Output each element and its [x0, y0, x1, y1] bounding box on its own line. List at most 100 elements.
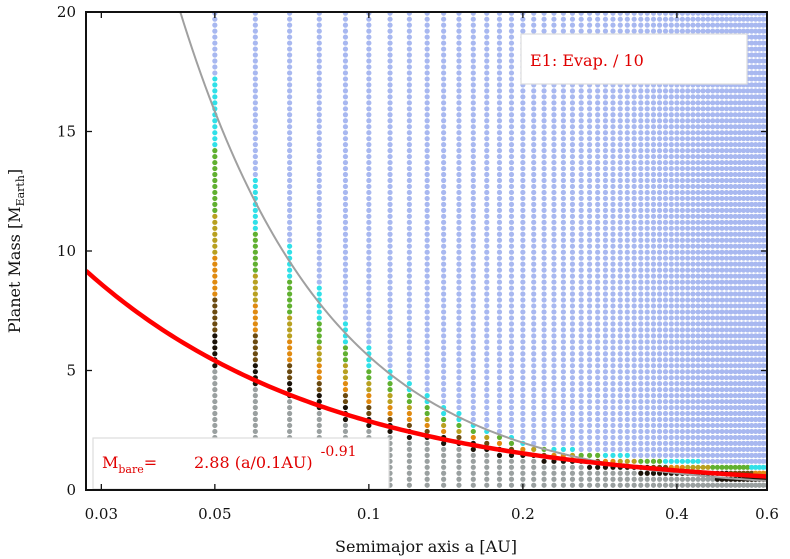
grid-point — [551, 255, 557, 261]
grid-point — [387, 249, 393, 255]
grid-point — [470, 136, 476, 142]
grid-point — [508, 291, 515, 297]
grid-point — [695, 393, 701, 399]
grid-point — [387, 142, 393, 148]
grid-point — [441, 446, 447, 452]
grid-point — [624, 142, 630, 148]
grid-point — [644, 165, 650, 172]
grid-point — [685, 213, 691, 219]
grid-point — [736, 106, 743, 112]
grid-point — [496, 225, 503, 231]
grid-point — [610, 28, 616, 34]
grid-point — [705, 273, 711, 279]
grid-point — [753, 416, 759, 423]
grid-point — [484, 237, 490, 243]
grid-point — [732, 243, 738, 249]
grid-point — [212, 46, 218, 52]
grid-point — [631, 22, 637, 28]
grid-point — [569, 333, 576, 339]
grid-point — [602, 363, 609, 369]
grid-point — [602, 273, 609, 279]
grid-point — [610, 416, 616, 423]
grid-point — [406, 22, 412, 28]
grid-point — [723, 165, 730, 172]
grid-point — [586, 303, 593, 309]
grid-point — [745, 416, 751, 423]
grid-point — [366, 291, 372, 297]
grid-point — [674, 249, 680, 255]
grid-point — [745, 201, 751, 207]
grid-point — [617, 225, 623, 231]
grid-point — [638, 255, 644, 261]
grid-point — [531, 351, 537, 357]
grid-point — [656, 381, 663, 387]
grid-point — [732, 428, 738, 435]
grid-point — [679, 345, 685, 351]
grid-point — [679, 148, 685, 154]
grid-point — [578, 243, 584, 249]
grid-point — [662, 195, 669, 202]
grid-point — [496, 452, 503, 458]
grid-point — [723, 219, 730, 225]
grid-point — [470, 100, 476, 106]
grid-point — [456, 434, 462, 441]
grid-point — [617, 339, 623, 345]
grid-point — [644, 148, 650, 154]
grid-point — [656, 165, 663, 172]
grid-point — [705, 237, 711, 243]
grid-point — [441, 237, 447, 243]
grid-point — [756, 106, 763, 112]
grid-point — [508, 34, 515, 40]
grid-point — [617, 237, 623, 243]
grid-point — [484, 285, 490, 291]
grid-point — [740, 303, 747, 309]
grid-point — [508, 381, 515, 387]
grid-point — [551, 315, 557, 321]
grid-point — [705, 375, 711, 381]
grid-point — [745, 458, 751, 464]
grid-point — [541, 142, 547, 148]
grid-point — [541, 393, 547, 399]
grid-point — [287, 34, 293, 40]
grid-point — [650, 351, 657, 357]
grid-point — [631, 159, 637, 166]
grid-point — [484, 297, 490, 303]
grid-point — [212, 148, 218, 154]
grid-point — [595, 165, 601, 172]
grid-point — [342, 393, 349, 399]
grid-point — [631, 393, 637, 399]
grid-point — [668, 195, 674, 202]
grid-point — [252, 291, 258, 297]
grid-point — [569, 153, 576, 160]
grid-point — [520, 387, 526, 393]
grid-point — [287, 387, 293, 393]
grid-point — [484, 118, 490, 124]
grid-point — [685, 261, 691, 267]
grid-point — [387, 28, 393, 34]
grid-point — [617, 452, 623, 458]
grid-point — [441, 351, 447, 357]
grid-point — [316, 165, 322, 172]
grid-point — [287, 159, 293, 166]
grid-point — [508, 76, 515, 82]
grid-point — [650, 28, 657, 34]
grid-point — [316, 315, 322, 321]
grid-point — [728, 363, 734, 369]
grid-point — [541, 363, 547, 369]
grid-point — [674, 267, 680, 273]
grid-point — [441, 273, 447, 279]
grid-point — [728, 153, 734, 160]
grid-point — [723, 327, 730, 333]
grid-point — [714, 249, 721, 255]
grid-point — [569, 106, 576, 112]
grid-point — [662, 100, 669, 106]
grid-point — [484, 279, 490, 285]
grid-point — [287, 345, 293, 351]
grid-point — [470, 416, 476, 423]
grid-point — [610, 279, 616, 285]
grid-point — [252, 177, 258, 184]
grid-point — [723, 207, 730, 213]
grid-point — [610, 106, 616, 112]
grid-point — [631, 148, 637, 154]
grid-point — [714, 136, 721, 142]
